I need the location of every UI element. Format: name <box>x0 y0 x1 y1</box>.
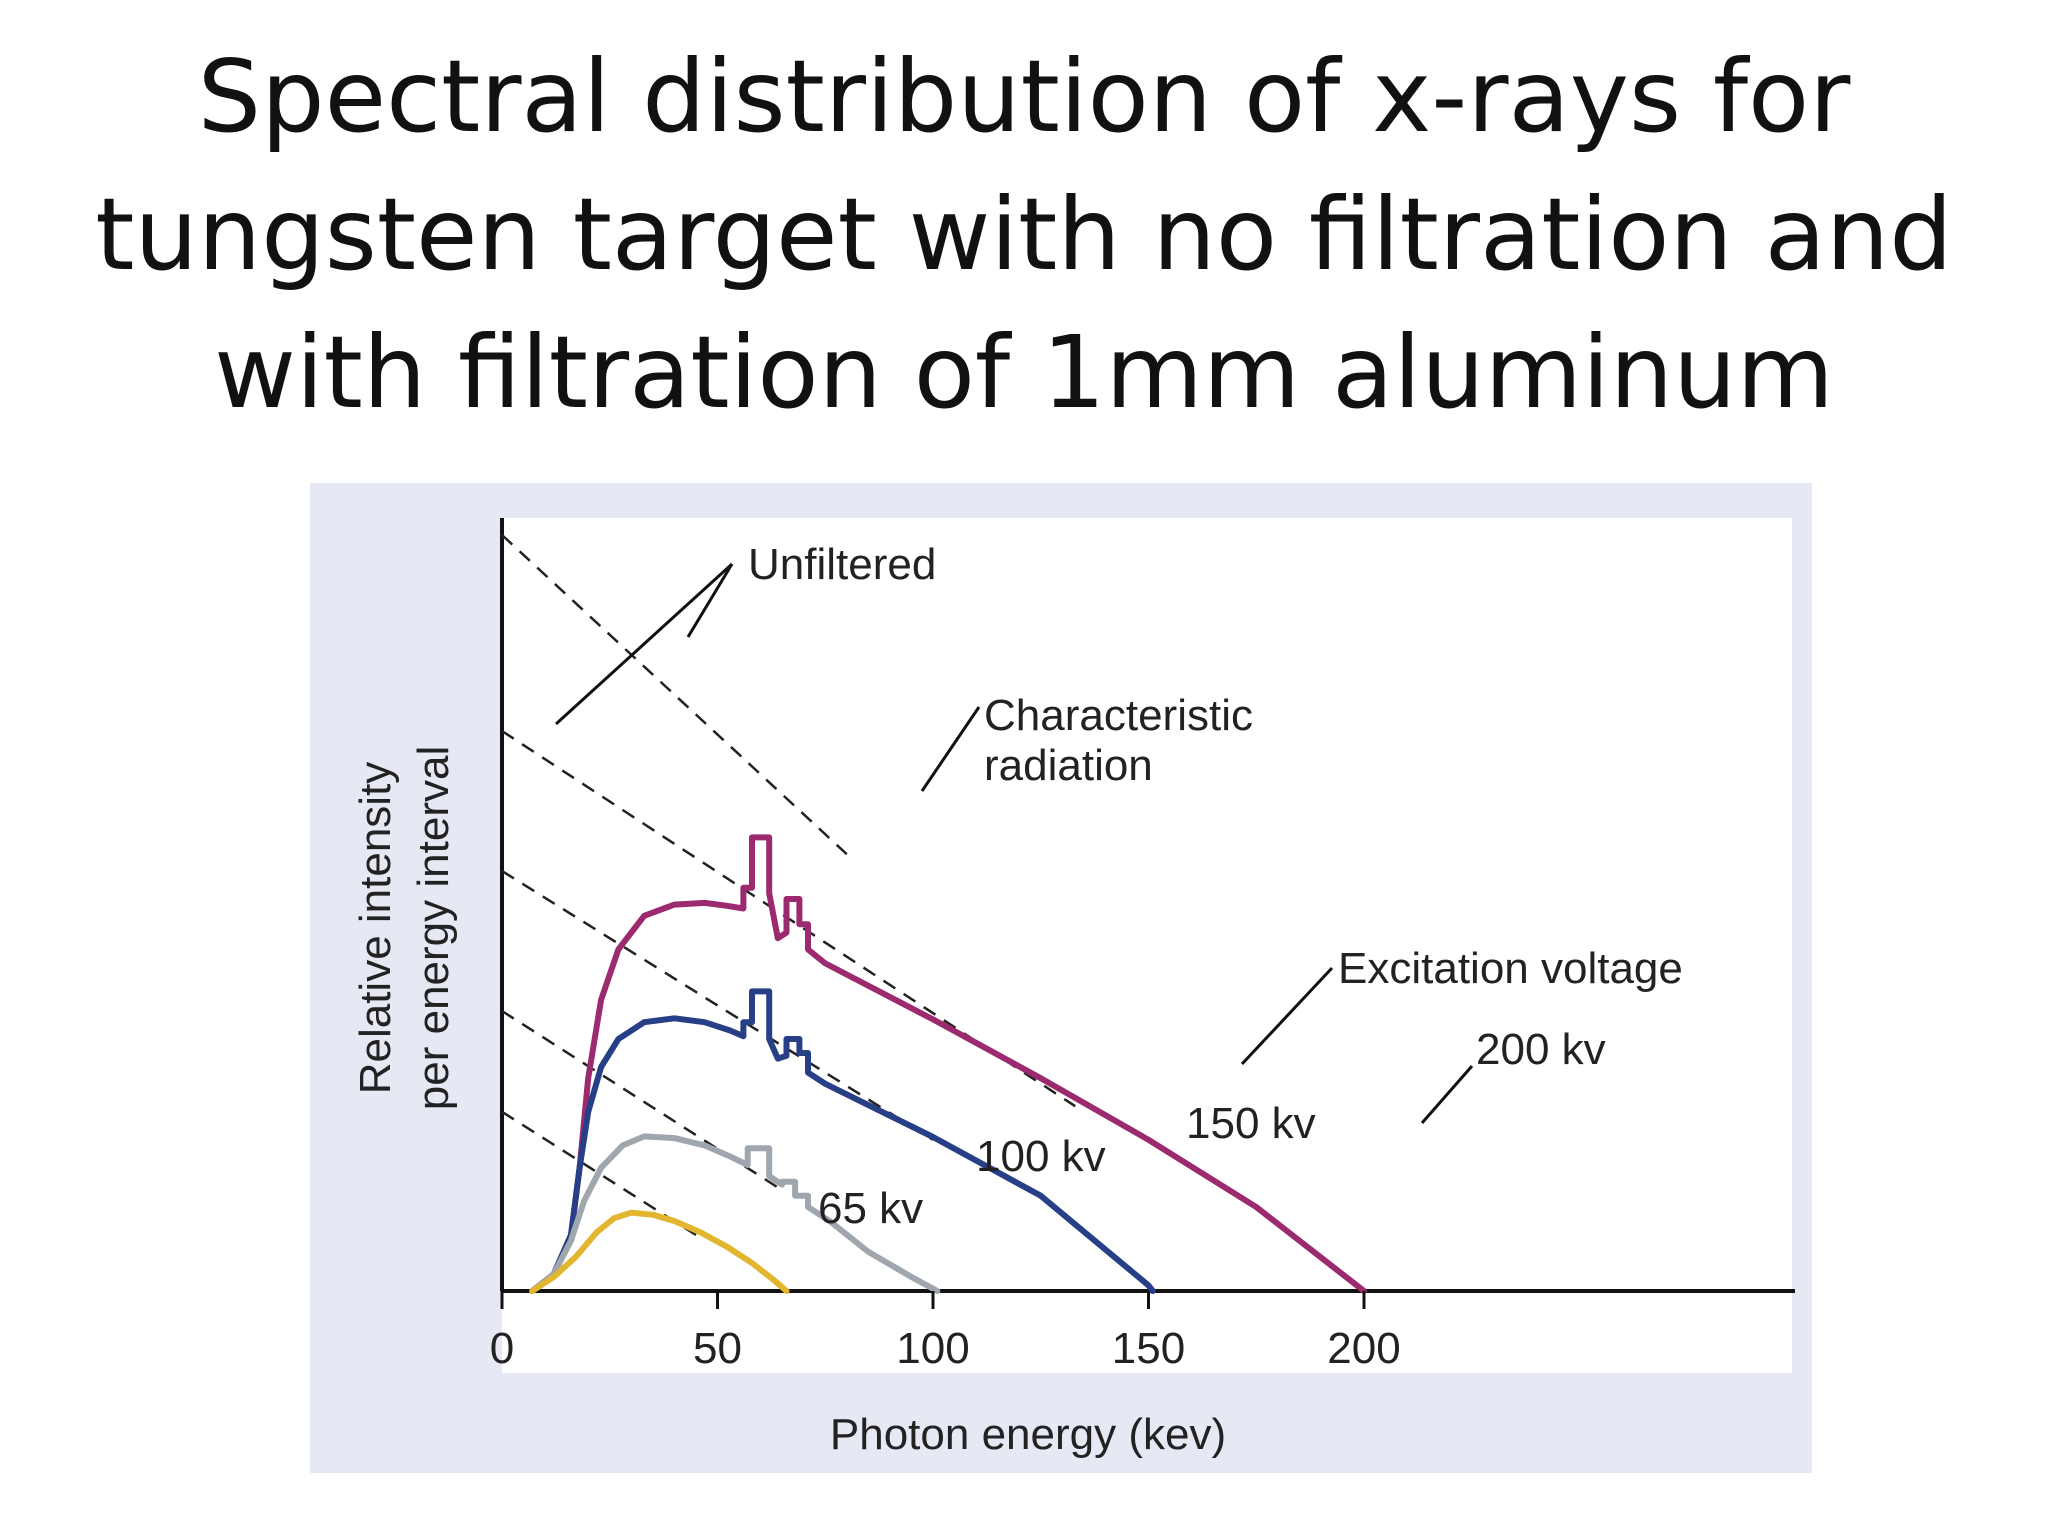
title-line-2: tungsten target with no filtration and <box>95 176 1953 293</box>
x-tick-label-150: 150 <box>1112 1324 1185 1373</box>
chart-figure: 0 50 100 150 200 Unfiltered Characteristic r… <box>310 483 1812 1473</box>
excitation-pointer-1 <box>1240 966 1334 1066</box>
unfiltered-label: Unfiltered <box>748 540 936 589</box>
excitation-pointer-2 <box>1420 1065 1474 1124</box>
x-tick-label-50: 50 <box>693 1324 742 1373</box>
title-line-3: with filtration of 1mm aluminum <box>214 314 1834 431</box>
x-ticks: 0 50 100 150 200 <box>490 1291 1401 1373</box>
radiation-label: radiation <box>984 741 1153 790</box>
slide-title: Spectral distribution of x-rays for tung… <box>0 28 2048 442</box>
unfiltered-dashed-line-2 <box>501 869 934 1141</box>
x-tick-label-100: 100 <box>896 1324 969 1373</box>
series-line-200-kv <box>529 834 1367 1294</box>
series-line-65-kv <box>529 1209 790 1294</box>
filtered-curves <box>529 834 1367 1294</box>
characteristic-pointer <box>920 706 981 792</box>
y-axis-label-line-1: Relative intensity <box>351 762 400 1095</box>
y-axis-label-line-2: per energy interval <box>409 746 458 1110</box>
label-65kv: 65 kv <box>818 1184 923 1233</box>
series-line-150-kv <box>529 988 1156 1294</box>
spectrum-chart: 0 50 100 150 200 Unfiltered Characteristic r… <box>310 483 1812 1473</box>
unfiltered-pointer-2 <box>686 563 734 638</box>
x-axis-label: Photon energy (kev) <box>830 1410 1226 1459</box>
title-line-1: Spectral distribution of x-rays for <box>197 38 1851 155</box>
label-150kv: 150 kv <box>1186 1099 1316 1148</box>
series-line-100-kv <box>529 1133 941 1294</box>
unfiltered-pointer-1 <box>554 562 734 726</box>
x-tick-label-0: 0 <box>490 1324 514 1373</box>
label-100kv: 100 kv <box>976 1132 1106 1181</box>
annotation-pointers <box>554 562 1474 1124</box>
characteristic-label: Characteristic <box>984 691 1253 740</box>
x-tick-label-200: 200 <box>1327 1324 1400 1373</box>
label-200kv: 200 kv <box>1476 1025 1606 1074</box>
unfiltered-dashed-line-top <box>501 534 848 856</box>
plot-area <box>502 518 1792 1373</box>
excitation-voltage-label: Excitation voltage <box>1338 944 1683 993</box>
